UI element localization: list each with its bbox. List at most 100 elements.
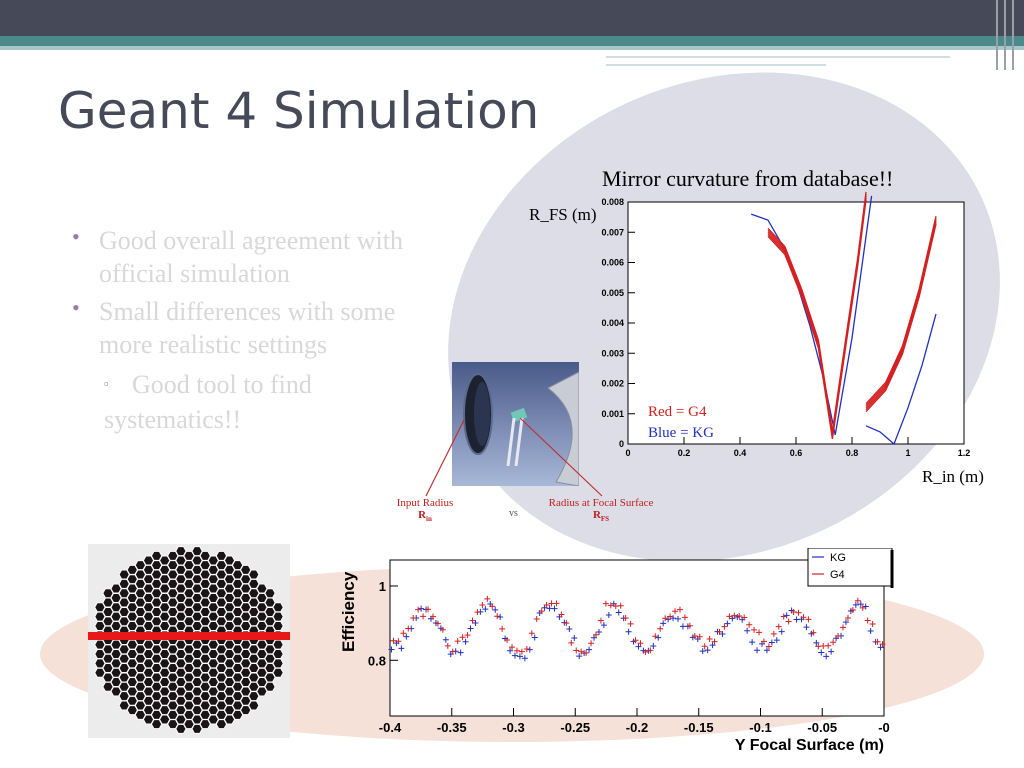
x-tick-label: 0.8 — [846, 448, 859, 458]
data-point-kg — [467, 625, 474, 632]
data-point-g4 — [627, 620, 634, 627]
data-point-g4 — [756, 629, 763, 636]
data-point-kg — [571, 635, 578, 642]
data-point-kg — [576, 653, 583, 660]
data-point-g4 — [400, 630, 407, 637]
data-point-g4 — [657, 625, 664, 632]
data-point-g4 — [879, 641, 886, 648]
hex-pixel — [264, 672, 276, 683]
x-tick-label: 0 — [625, 448, 630, 458]
bullet-line: official simulation — [99, 259, 290, 288]
data-point-kg — [507, 647, 514, 654]
bullet-line: Good overall agreement with — [99, 226, 403, 255]
data-point-g4 — [835, 632, 842, 639]
decor-vertical-line — [996, 0, 998, 70]
bullet-dot-icon: • — [72, 295, 80, 320]
y-tick-label: 0.006 — [601, 258, 624, 268]
data-point-g4 — [839, 624, 846, 631]
hex-pixel — [264, 588, 276, 599]
data-point-kg — [650, 642, 657, 649]
data-point-kg — [724, 620, 731, 627]
data-point-g4 — [509, 644, 516, 651]
hex-pixel — [248, 616, 260, 627]
hex-pixel — [248, 597, 260, 608]
data-point-g4 — [711, 638, 718, 645]
data-point-g4 — [775, 623, 782, 630]
data-point-kg — [531, 634, 538, 641]
y-axis-label: Efficiency — [339, 571, 358, 652]
data-point-g4 — [696, 633, 703, 640]
data-point-g4 — [464, 632, 471, 639]
x-tick-label: -0.15 — [684, 720, 714, 735]
data-point-kg — [754, 647, 761, 654]
legend-entry: Blue = KG — [648, 425, 714, 441]
data-point-kg — [852, 601, 859, 608]
data-point-g4 — [617, 602, 624, 609]
hex-pixel — [183, 597, 195, 608]
data-point-g4 — [854, 597, 861, 604]
data-point-g4 — [726, 613, 733, 620]
data-point-g4 — [434, 620, 441, 627]
x-tick-label: -0.05 — [807, 720, 837, 735]
data-point-g4 — [578, 648, 585, 655]
hex-pixel — [134, 578, 147, 589]
x-tick-label: 1.2 — [958, 448, 971, 458]
data-point-kg — [388, 646, 395, 653]
data-point-g4 — [681, 614, 688, 621]
input-radius-label: Input Radius Rin — [390, 497, 460, 523]
data-point-kg — [462, 638, 469, 645]
hex-pixel — [231, 653, 244, 664]
data-point-kg — [497, 613, 504, 620]
data-point-kg — [566, 625, 573, 632]
data-point-g4 — [859, 604, 866, 611]
data-point-kg — [857, 601, 864, 608]
input-radius-r: R — [418, 509, 427, 521]
hex-pixel — [264, 616, 276, 627]
data-point-g4 — [844, 615, 851, 622]
data-point-g4 — [405, 625, 412, 632]
hex-pixel — [150, 653, 163, 664]
top-header-bar — [0, 0, 1024, 36]
data-point-kg — [749, 639, 756, 646]
bullet-dot-icon: • — [72, 224, 80, 249]
legend-entry: G4 — [830, 569, 845, 581]
data-point-g4 — [420, 613, 427, 620]
data-point-g4 — [691, 632, 698, 639]
data-point-kg — [605, 611, 612, 618]
data-point-g4 — [415, 606, 422, 613]
data-point-kg — [635, 643, 642, 650]
data-point-kg — [615, 609, 622, 616]
series-line-kg — [865, 313, 937, 446]
hex-pixel — [167, 578, 179, 589]
hex-pixel — [183, 560, 195, 571]
data-point-g4 — [701, 643, 708, 650]
data-point-kg — [492, 606, 499, 613]
y-tick-label: 0.001 — [601, 409, 624, 419]
data-point-g4 — [790, 608, 797, 615]
hex-pixel — [183, 653, 195, 664]
data-point-g4 — [523, 645, 530, 652]
hex-pixel — [248, 700, 260, 711]
data-point-kg — [526, 646, 533, 653]
data-point-g4 — [849, 607, 856, 614]
data-point-kg — [516, 653, 523, 660]
y-tick-label: 0.003 — [601, 348, 624, 358]
hexagonal-pixel-map-image — [88, 544, 290, 738]
x-tick-label: 0.6 — [790, 448, 803, 458]
data-point-g4 — [874, 638, 881, 645]
data-point-g4 — [805, 616, 812, 623]
hex-pixel — [264, 681, 276, 692]
hex-pixel — [199, 719, 211, 730]
hex-pixel — [150, 719, 163, 730]
hex-pixel — [134, 560, 147, 571]
hex-pixel — [199, 597, 211, 608]
hex-pixel — [167, 616, 179, 627]
hex-pixel — [231, 560, 244, 571]
hex-pixel — [150, 578, 163, 589]
data-point-g4 — [553, 600, 560, 607]
data-point-g4 — [869, 621, 876, 628]
focal-radius-r: R — [592, 509, 601, 521]
hex-pixel — [215, 560, 228, 571]
x-tick-label: -0.25 — [560, 720, 590, 735]
data-point-g4 — [528, 630, 535, 637]
